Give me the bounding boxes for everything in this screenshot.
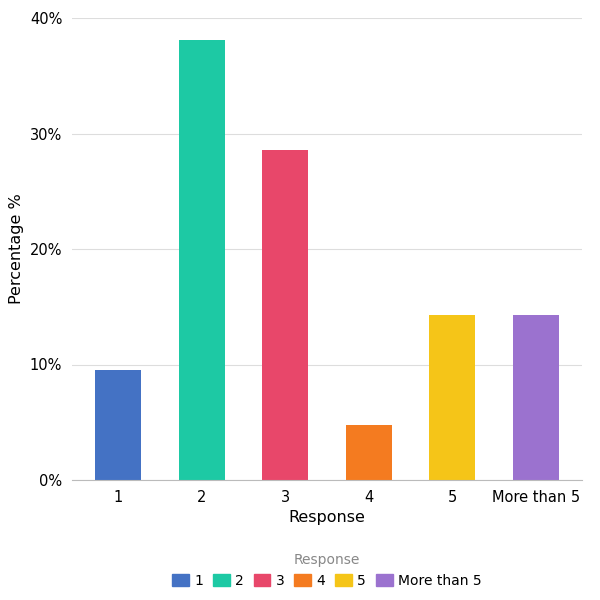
Bar	[346, 425, 392, 480]
Bar	[513, 315, 559, 480]
X-axis label: Response: Response	[289, 510, 365, 525]
Legend: 1, 2, 3, 4, 5, More than 5: 1, 2, 3, 4, 5, More than 5	[167, 547, 487, 593]
Bar	[179, 40, 224, 480]
Bar	[430, 315, 475, 480]
Y-axis label: Percentage %: Percentage %	[9, 194, 24, 304]
Bar	[95, 370, 141, 480]
Bar	[262, 150, 308, 480]
